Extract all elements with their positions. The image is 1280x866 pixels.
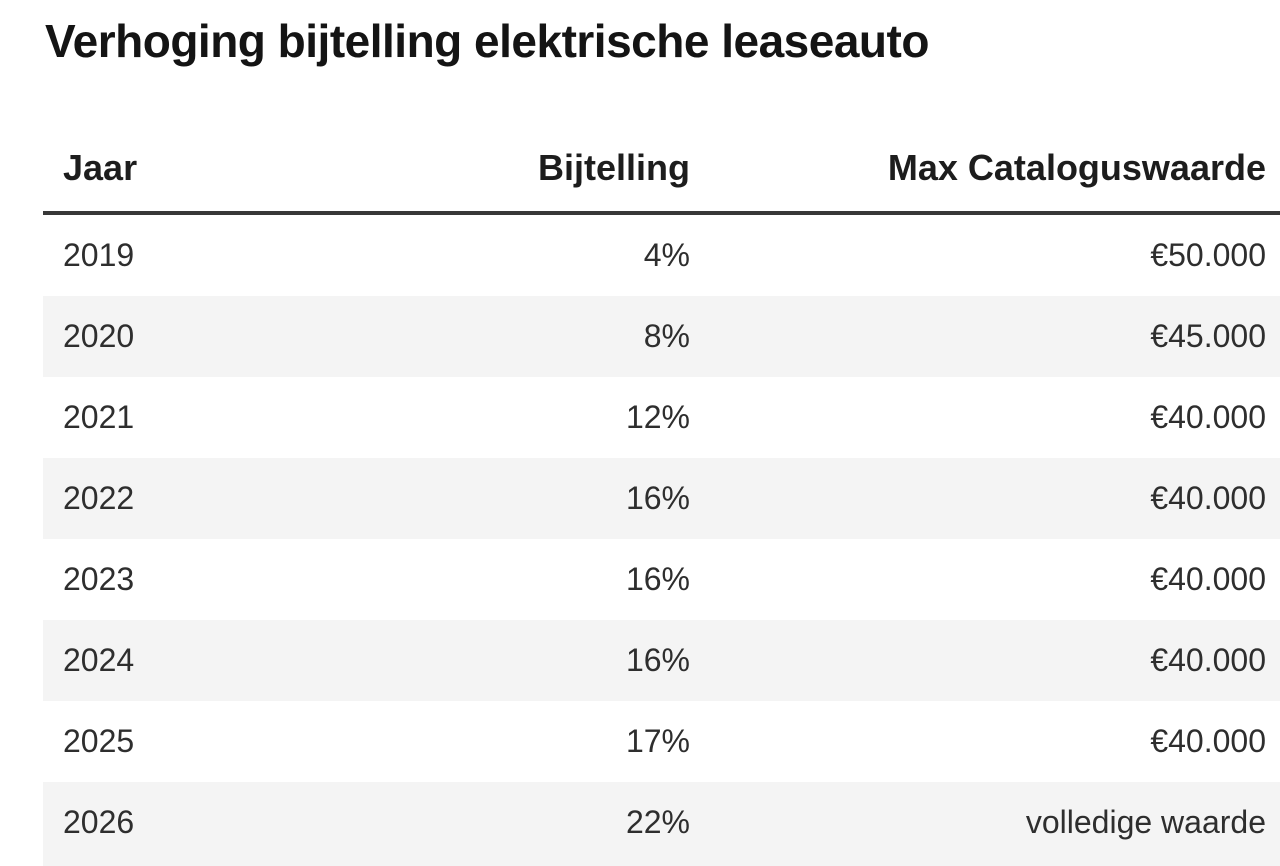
cell-bijtelling: 8% (643, 318, 690, 355)
cell-bijtelling: 16% (625, 480, 690, 517)
table-header-row: Jaar Bijtelling Max Cataloguswaarde (43, 125, 1280, 216)
cell-max-cataloguswaarde: €40.000 (1150, 723, 1266, 760)
cell-jaar: 2022 (63, 480, 135, 517)
table-row: 2026 22% volledige waarde (43, 782, 1280, 866)
column-header-jaar: Jaar (43, 125, 403, 216)
cell-jaar: 2025 (63, 723, 135, 760)
page-title: Verhoging bijtelling elektrische leaseau… (45, 15, 929, 67)
table-header: Jaar Bijtelling Max Cataloguswaarde (43, 125, 1280, 216)
table-row: 2025 17% €40.000 (43, 701, 1280, 782)
cell-jaar: 2023 (63, 561, 135, 598)
bijtelling-table: Jaar Bijtelling Max Cataloguswaarde 2019… (43, 125, 1280, 866)
cell-bijtelling: 22% (625, 804, 690, 841)
cell-jaar: 2024 (63, 642, 135, 679)
cell-bijtelling: 17% (625, 723, 690, 760)
table-body: 2019 4% €50.000 2020 8% €45.000 2021 12% €40.000… (43, 213, 1280, 866)
table-row: 2023 16% €40.000 (43, 539, 1280, 620)
cell-jaar: 2019 (63, 237, 135, 274)
cell-bijtelling: 16% (625, 642, 690, 679)
cell-max-cataloguswaarde: €40.000 (1150, 399, 1266, 436)
cell-max-cataloguswaarde: volledige waarde (1025, 804, 1266, 841)
cell-jaar: 2021 (63, 399, 135, 436)
column-header-bijtelling: Bijtelling (403, 125, 690, 216)
cell-jaar: 2026 (63, 804, 135, 841)
cell-bijtelling: 4% (643, 237, 690, 274)
table-row: 2020 8% €45.000 (43, 296, 1280, 378)
cell-bijtelling: 16% (625, 561, 690, 598)
cell-jaar: 2020 (63, 318, 135, 355)
table-row: 2024 16% €40.000 (43, 620, 1280, 702)
cell-max-cataloguswaarde: €40.000 (1150, 642, 1266, 679)
table-row: 2019 4% €50.000 (43, 213, 1280, 296)
cell-max-cataloguswaarde: €40.000 (1150, 480, 1266, 517)
cell-max-cataloguswaarde: €50.000 (1150, 237, 1266, 274)
table-row: 2022 16% €40.000 (43, 458, 1280, 540)
cell-max-cataloguswaarde: €45.000 (1150, 318, 1266, 355)
cell-bijtelling: 12% (625, 399, 690, 436)
cell-max-cataloguswaarde: €40.000 (1150, 561, 1266, 598)
table-row: 2021 12% €40.000 (43, 377, 1280, 458)
column-header-max-cataloguswaarde: Max Cataloguswaarde (690, 125, 1280, 216)
